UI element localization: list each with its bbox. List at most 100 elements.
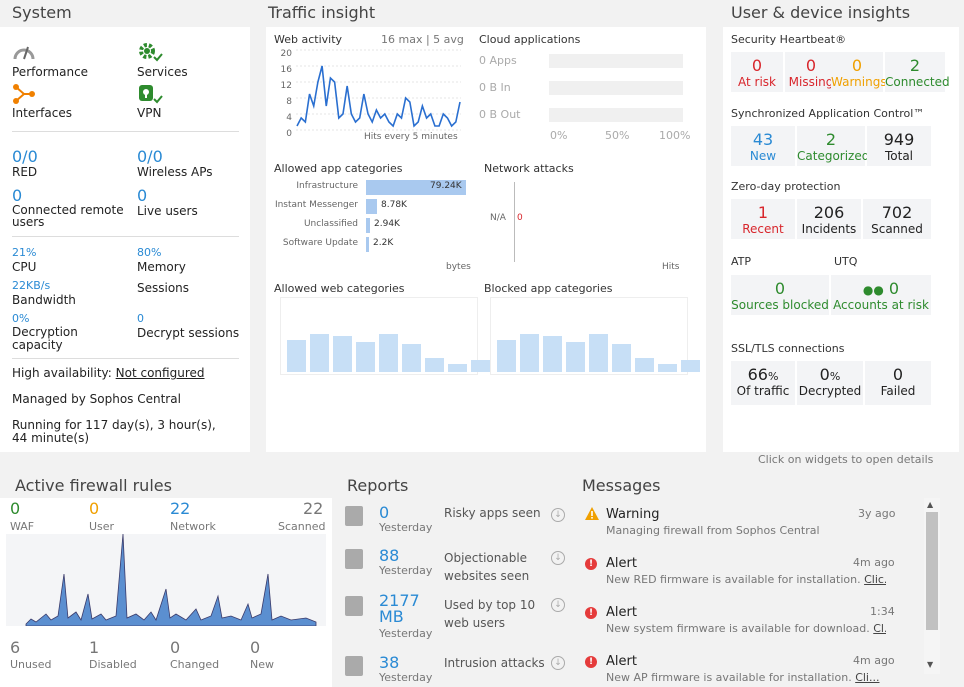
system-panel[interactable]: Performance Services Interfaces VPN 0/0 … <box>0 27 250 452</box>
scrollbar-thumb[interactable] <box>926 512 938 630</box>
red-label[interactable]: RED <box>12 165 38 179</box>
category-bar[interactable] <box>287 340 306 372</box>
cloud-apps-title[interactable]: Cloud applications <box>479 33 581 46</box>
report-topusers-label[interactable]: Used by top 10 web users <box>444 598 536 630</box>
memory-label[interactable]: Memory <box>137 260 186 274</box>
download-icon[interactable]: ↓ <box>551 551 565 565</box>
category-bar[interactable] <box>425 358 444 372</box>
ha-config-link[interactable]: Not configured <box>115 366 205 380</box>
category-bar[interactable] <box>497 340 516 372</box>
fw-unused-label: Unused <box>10 658 52 671</box>
app-category-bar[interactable] <box>366 199 377 214</box>
report-topusers-value[interactable]: 2177 MB <box>379 591 420 626</box>
web-activity-yaxis: 20 16 12 8 4 0 <box>272 49 292 157</box>
report-objectionable-label[interactable]: Objectionable websites seen <box>444 551 530 583</box>
category-bar[interactable] <box>658 364 677 372</box>
attacks-hits-label: Hits <box>662 262 680 272</box>
network-attacks-title[interactable]: Network attacks <box>484 162 574 175</box>
bandwidth-label[interactable]: Bandwidth <box>12 293 76 307</box>
category-bar[interactable] <box>566 342 585 372</box>
scroll-down-icon[interactable]: ▼ <box>927 660 934 669</box>
scroll-up-icon[interactable]: ▲ <box>927 500 934 509</box>
zeroday-recent[interactable]: 1 Recent <box>731 199 795 239</box>
report-objectionable-value[interactable]: 88 <box>379 546 400 565</box>
report-intrusion-value[interactable]: 38 <box>379 653 400 672</box>
message-2-type[interactable]: Alert <box>606 556 637 571</box>
decrypt-sessions-label[interactable]: Decrypt sessions <box>137 326 240 340</box>
app-category-bar[interactable] <box>366 218 370 233</box>
interfaces-label[interactable]: Interfaces <box>12 106 72 120</box>
messages-scrollbar[interactable]: ▲ ▼ <box>924 498 940 674</box>
allowed-app-chart[interactable]: Infrastructure 79.24K Instant Messenger 8.7… <box>266 180 476 260</box>
download-icon[interactable]: ↓ <box>551 656 565 670</box>
report-intrusion-label[interactable]: Intrusion attacks <box>444 656 545 670</box>
vpn-label[interactable]: VPN <box>137 106 162 120</box>
message-3-time: 1:34 <box>870 605 895 618</box>
blocked-app-title[interactable]: Blocked app categories <box>484 282 613 295</box>
sac-new[interactable]: 43 New <box>731 126 795 166</box>
ssl-decrypted[interactable]: 0% Decrypted <box>797 361 863 405</box>
message-3-link[interactable]: Cl... <box>873 622 886 635</box>
sac-categorized[interactable]: 2 Categorized <box>797 126 869 166</box>
category-bar[interactable] <box>520 334 539 372</box>
atp-sources-blocked[interactable]: 0 Sources blocked <box>731 275 829 315</box>
message-1-type[interactable]: Warning <box>606 507 660 522</box>
zeroday-incidents[interactable]: 206 Incidents <box>797 199 861 239</box>
ssl-failed[interactable]: 0 Failed <box>865 361 931 405</box>
remote-users-label[interactable]: Connected remote users <box>12 203 124 229</box>
sac-total[interactable]: 949 Total <box>867 126 931 166</box>
heartbeat-at-risk[interactable]: 0 At risk <box>731 52 783 92</box>
traffic-panel[interactable]: Web activity 16 max | 5 avg 20 16 12 8 4 0 Hi… <box>266 27 706 452</box>
services-gear-icon <box>139 43 163 62</box>
utq-accounts-at-risk[interactable]: ●● 0 Accounts at risk <box>831 275 931 315</box>
report-risky-label[interactable]: Risky apps seen <box>444 506 541 520</box>
category-bar[interactable] <box>612 344 631 372</box>
firewall-panel[interactable]: 0 WAF 0 User 22 Network 22 Scanned 6 Unu… <box>0 498 332 687</box>
category-bar[interactable] <box>310 334 329 372</box>
category-bar[interactable] <box>471 360 490 372</box>
category-bar[interactable] <box>379 334 398 372</box>
web-activity-chart[interactable] <box>296 49 461 131</box>
firewall-rules-chart[interactable] <box>6 534 326 626</box>
category-bar[interactable] <box>635 358 654 372</box>
services-label[interactable]: Services <box>137 65 188 79</box>
heartbeat-missing[interactable]: 0 Missing <box>785 52 837 92</box>
app-category-bar[interactable] <box>366 237 369 252</box>
web-activity-title[interactable]: Web activity <box>274 33 343 46</box>
allowed-web-chart[interactable] <box>280 297 490 375</box>
message-3-type[interactable]: Alert <box>606 605 637 620</box>
wireless-label[interactable]: Wireless APs <box>137 165 213 179</box>
remote-users-value: 0 <box>12 186 23 205</box>
category-bar[interactable] <box>681 360 700 372</box>
category-bar[interactable] <box>356 342 375 372</box>
message-2-link[interactable]: Clic... <box>864 573 886 586</box>
category-bar[interactable] <box>589 334 608 372</box>
message-4-link[interactable]: Cli... <box>855 671 880 684</box>
message-4-type[interactable]: Alert <box>606 654 637 669</box>
live-users-label[interactable]: Live users <box>137 204 198 218</box>
download-icon[interactable]: ↓ <box>551 598 565 612</box>
sessions-label[interactable]: Sessions <box>137 281 190 295</box>
messages-panel[interactable]: Warning 3y ago Managing firewall from So… <box>575 498 941 687</box>
ssl-of-traffic[interactable]: 66% Of traffic <box>731 361 795 405</box>
category-bar[interactable] <box>402 344 421 372</box>
web-ytick: 12 <box>280 81 292 91</box>
heartbeat-warnings[interactable]: 0 Warnings <box>831 52 887 92</box>
category-bar[interactable] <box>448 364 467 372</box>
fw-changed-value: 0 <box>170 638 181 657</box>
reports-panel[interactable]: 0 Yesterday Risky apps seen ↓ 88 Yesterd… <box>340 498 570 687</box>
category-bar[interactable] <box>543 336 562 372</box>
category-bar[interactable] <box>333 336 352 372</box>
report-risky-value[interactable]: 0 <box>379 503 390 522</box>
allowed-web-title[interactable]: Allowed web categories <box>274 282 405 295</box>
app-category-bar[interactable] <box>366 180 466 195</box>
allowed-app-title[interactable]: Allowed app categories <box>274 162 403 175</box>
download-icon[interactable]: ↓ <box>551 508 565 522</box>
cpu-label[interactable]: CPU <box>12 260 37 274</box>
decryption-label[interactable]: Decryption capacity <box>12 325 78 352</box>
heartbeat-connected[interactable]: 2 Connected <box>885 52 950 92</box>
zeroday-scanned[interactable]: 702 Scanned <box>863 199 931 239</box>
performance-label[interactable]: Performance <box>12 65 89 79</box>
blocked-app-chart[interactable] <box>490 297 700 375</box>
